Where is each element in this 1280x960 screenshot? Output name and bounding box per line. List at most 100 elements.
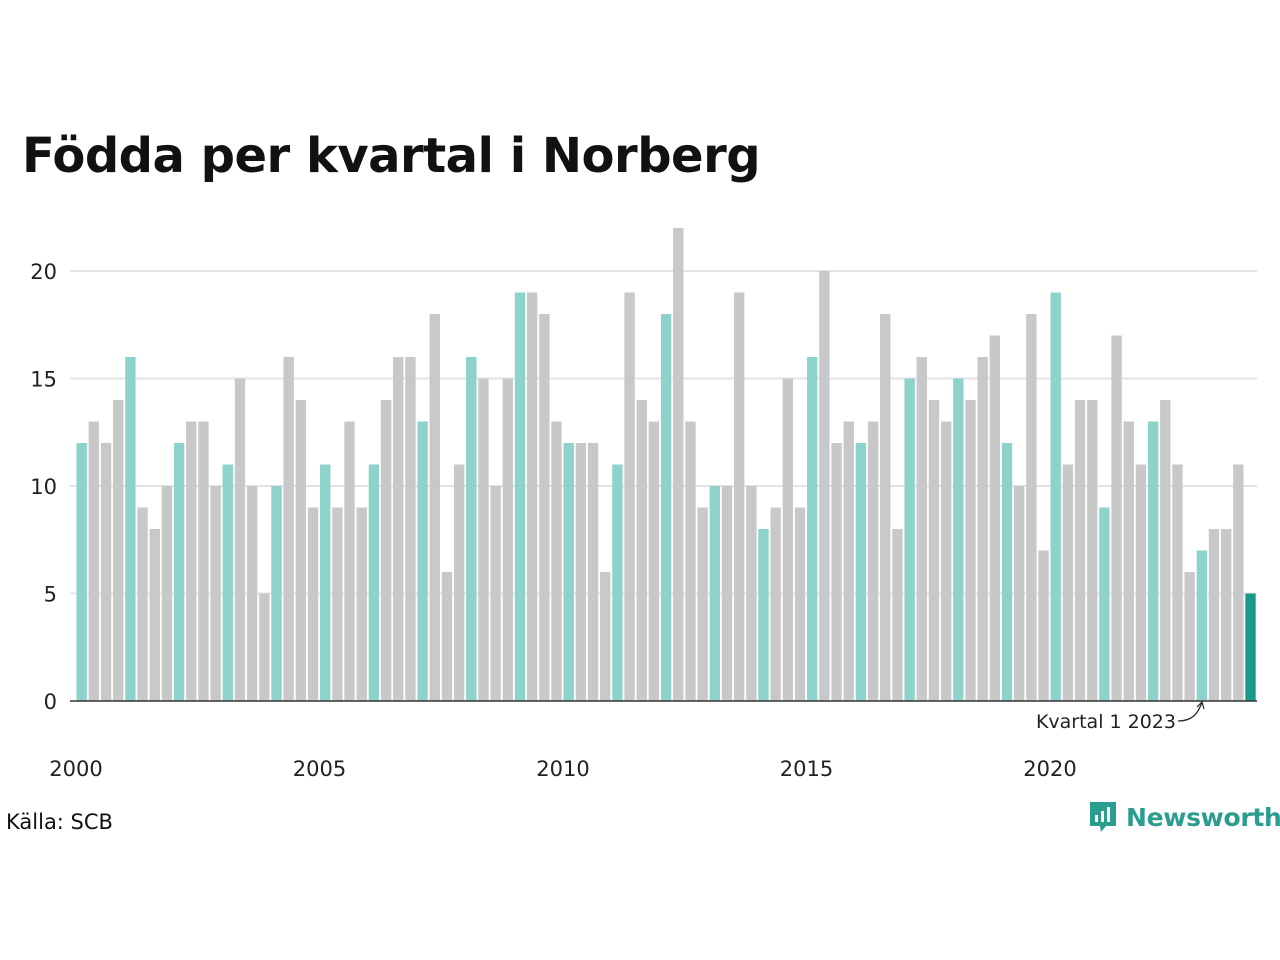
bar [283,357,294,701]
bar-chart: 0 5 10 15 20 2000 2005 2010 2015 2020 Kvartal 1 … [30,228,1257,781]
bar [453,464,465,701]
x-tick-label: 2010 [536,757,589,781]
brand-name: Newsworthy [1126,802,1280,832]
bar [1245,593,1256,701]
bar [831,443,842,701]
bar [405,357,416,701]
bar [1208,529,1220,701]
bar [746,486,757,701]
bar [478,378,489,701]
bar [100,443,112,701]
bar [843,421,854,701]
y-tick-label: 0 [44,690,57,714]
bar [770,507,781,701]
annotation: Kvartal 1 2023 [1036,700,1205,733]
annotation-arrow [1177,701,1203,722]
bar [636,400,647,701]
bar [916,357,927,701]
bar [393,357,404,701]
bar [892,529,903,701]
bar [807,357,818,701]
bar [1013,486,1025,701]
bar [867,421,879,701]
bar [1123,421,1134,701]
y-tick-label: 20 [30,260,57,284]
bar [502,378,514,701]
bar [953,378,964,701]
bar [307,507,319,701]
bar [940,421,952,701]
bar [320,464,331,701]
bar [794,507,806,701]
bar [1099,507,1110,701]
bar [673,228,684,701]
bar [539,314,550,701]
bar [551,421,562,701]
bar [113,400,124,701]
bar [88,421,100,701]
bar [1111,335,1122,701]
bars [76,228,1256,701]
bar [380,400,392,701]
source-label: Källa: SCB [6,810,113,834]
bar [186,421,197,701]
bar [368,464,380,701]
bar [575,443,587,701]
bar [271,486,282,701]
bar [697,507,708,701]
bar [466,357,477,701]
bar [965,400,976,701]
bar [600,572,611,701]
bar [880,314,891,701]
bar [149,529,160,701]
bar [1062,464,1074,701]
newsworthy-logo-icon [1090,802,1116,832]
bar [526,292,538,701]
bar [1038,550,1049,701]
bar [624,292,635,701]
y-tick-label: 15 [30,368,57,392]
bar [612,464,623,701]
bar [234,378,246,701]
x-tick-label: 2005 [293,757,346,781]
bar [1135,464,1147,701]
bar [295,400,307,701]
bar [1001,443,1013,701]
bar [1196,550,1207,701]
y-tick-label: 5 [44,583,57,607]
bar [332,507,343,701]
y-axis-ticks: 0 5 10 15 20 [30,260,57,714]
y-tick-label: 10 [30,475,57,499]
bar [210,486,221,701]
bar [198,421,209,701]
bar [904,378,915,701]
bar [514,292,526,701]
bar [125,357,136,701]
bar [76,443,87,701]
bar [721,486,733,701]
x-tick-label: 2000 [49,757,102,781]
bar [685,421,696,701]
bar [648,421,660,701]
bar [1172,464,1183,701]
bar [161,486,173,701]
bar [989,335,1001,701]
annotation-arrowhead [1196,700,1205,710]
bar [137,507,148,701]
brand-logo: Newsworthy [1088,800,1280,834]
bar [429,314,440,701]
bar [1220,529,1232,701]
annotation-label: Kvartal 1 2023 [1036,711,1176,733]
chart-title: Födda per kvartal i Norberg [22,128,761,184]
bar [1233,464,1244,701]
bar [259,593,270,701]
x-axis-ticks: 2000 2005 2010 2015 2020 [49,757,1076,781]
bar [490,486,501,701]
bar [173,443,185,701]
bar [733,292,745,701]
bar [1026,314,1037,701]
bar [563,443,574,701]
bar [819,271,830,701]
bar [709,486,720,701]
bar [246,486,258,701]
